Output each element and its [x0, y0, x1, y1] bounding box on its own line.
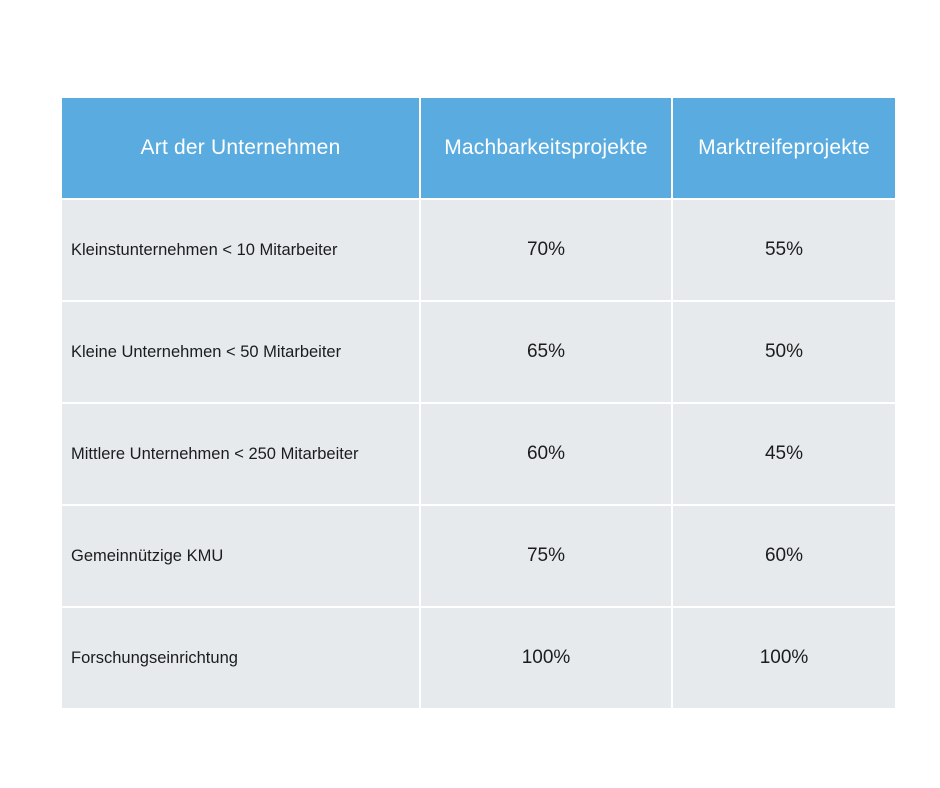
row-3-feasibility-rate: 60%: [421, 404, 671, 504]
row-5-market-readiness-rate: 100%: [673, 608, 895, 708]
row-4-feasibility-rate: 75%: [421, 506, 671, 606]
row-3-company-type: Mittlere Unternehmen < 250 Mitarbeiter: [62, 404, 419, 504]
row-4-market-readiness-rate: 60%: [673, 506, 895, 606]
header-company-type: Art der Unternehmen: [62, 98, 419, 198]
row-4-company-type: Gemeinnützige KMU: [62, 506, 419, 606]
row-2-market-readiness-rate: 50%: [673, 302, 895, 402]
row-3-market-readiness-rate: 45%: [673, 404, 895, 504]
header-feasibility-projects: Machbarkeitsprojekte: [421, 98, 671, 198]
row-1-feasibility-rate: 70%: [421, 200, 671, 300]
funding-rates-table: Art der Unternehmen Machbarkeitsprojekte…: [62, 98, 895, 708]
row-5-company-type: Forschungseinrichtung: [62, 608, 419, 708]
row-1-company-type: Kleinstunternehmen < 10 Mitarbeiter: [62, 200, 419, 300]
row-1-market-readiness-rate: 55%: [673, 200, 895, 300]
row-2-feasibility-rate: 65%: [421, 302, 671, 402]
row-5-feasibility-rate: 100%: [421, 608, 671, 708]
row-2-company-type: Kleine Unternehmen < 50 Mitarbeiter: [62, 302, 419, 402]
header-market-readiness-projects: Marktreifeprojekte: [673, 98, 895, 198]
